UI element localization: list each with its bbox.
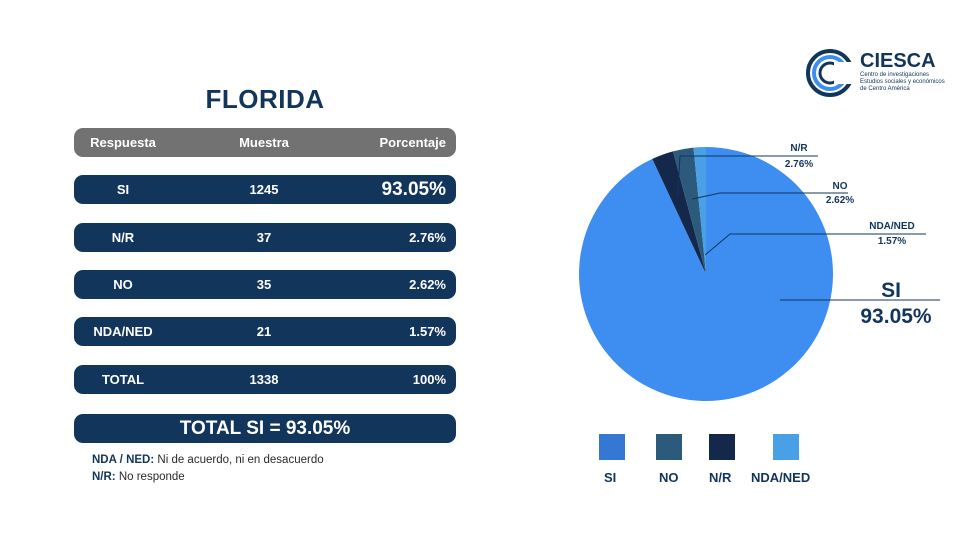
legend-swatch	[709, 434, 735, 460]
leader-line-nda-ned	[704, 233, 926, 256]
page-title: FLORIDA	[205, 84, 325, 114]
legend-swatch	[656, 434, 682, 460]
row-muestra: 1338	[249, 372, 279, 387]
table-row-no: NO 35 2.62%	[74, 270, 456, 299]
note-term: N/R:	[92, 471, 116, 483]
legend-item-no: NO	[656, 434, 682, 485]
row-porcentaje: 1.57%	[409, 324, 446, 339]
pie-value-nda-ned: 1.57%	[878, 236, 906, 247]
row-respuesta: SI	[116, 182, 130, 197]
table-header: Respuesta Muestra Porcentaje	[74, 128, 456, 157]
row-porcentaje: 100%	[412, 372, 446, 387]
legend-label: NO	[659, 470, 679, 485]
legend-swatch	[599, 434, 625, 460]
legend-label: SI	[604, 470, 617, 485]
leader-line-no	[692, 192, 848, 200]
pie-value-si: 93.05%	[860, 305, 932, 328]
logo-name: CIESCA	[860, 50, 936, 72]
header-porcentaje: Porcentaje	[379, 135, 446, 150]
row-muestra: 37	[256, 230, 272, 245]
table-row-nr: N/R 37 2.76%	[74, 223, 456, 252]
row-muestra: 35	[256, 277, 272, 292]
legend-item-nda-ned: NDA/NED	[751, 434, 810, 485]
pie-slice-nr	[652, 151, 706, 274]
legend-label: NDA/NED	[751, 470, 811, 485]
total-si-banner: TOTAL SI = 93.05%	[74, 414, 456, 443]
legend-item-si: SI	[599, 434, 625, 485]
note-text: Ni de acuerdo, ni en desacuerdo	[154, 454, 324, 466]
pie-slice-no	[672, 147, 706, 274]
ciesca-emblem-icon	[806, 49, 856, 97]
pie-label-nr: N/R	[790, 143, 808, 154]
table-row-si: SI 1245 93.05%	[74, 175, 456, 204]
pie-label-si: SI	[881, 279, 901, 302]
pie-chart: N/R 2.76% NO 2.62% NDA/NED 1.57% SI 93.05%	[579, 143, 940, 401]
note-nda-ned: NDA / NED: Ni de acuerdo, ni en desacuer…	[92, 454, 324, 466]
row-muestra: 21	[256, 324, 272, 339]
pie-value-nr: 2.76%	[785, 159, 813, 170]
header-respuesta: Respuesta	[90, 135, 156, 150]
row-respuesta: TOTAL	[101, 372, 145, 387]
header-muestra: Muestra	[239, 135, 289, 150]
pie-label-no: NO	[833, 181, 848, 192]
row-respuesta: NDA/NED	[93, 324, 153, 339]
row-muestra: 1245	[249, 182, 279, 197]
leader-line-nr	[677, 155, 818, 197]
row-porcentaje: 2.76%	[409, 230, 446, 245]
pie-slice-nda-ned	[693, 147, 706, 274]
row-porcentaje: 93.05%	[381, 178, 446, 200]
note-nr: N/R: No responde	[92, 471, 185, 483]
logo-subtitle: Centro de investigaciones Estudios socia…	[860, 72, 945, 92]
legend-item-nr: N/R	[709, 434, 735, 485]
row-respuesta: NO	[113, 277, 133, 292]
note-text: No responde	[115, 471, 185, 483]
row-porcentaje: 2.62%	[409, 277, 446, 292]
pie-label-nda-ned: NDA/NED	[869, 221, 915, 232]
ciesca-logo: CIESCA Centro de investigaciones Estudio…	[804, 48, 945, 98]
note-term: NDA / NED:	[92, 454, 155, 466]
table-row-nda-ned: NDA/NED 21 1.57%	[74, 317, 456, 346]
table-row-total: TOTAL 1338 100%	[74, 365, 456, 394]
legend-swatch	[773, 434, 799, 460]
legend-label: N/R	[709, 470, 732, 485]
row-respuesta: N/R	[111, 230, 135, 245]
pie-value-no: 2.62%	[826, 195, 854, 206]
